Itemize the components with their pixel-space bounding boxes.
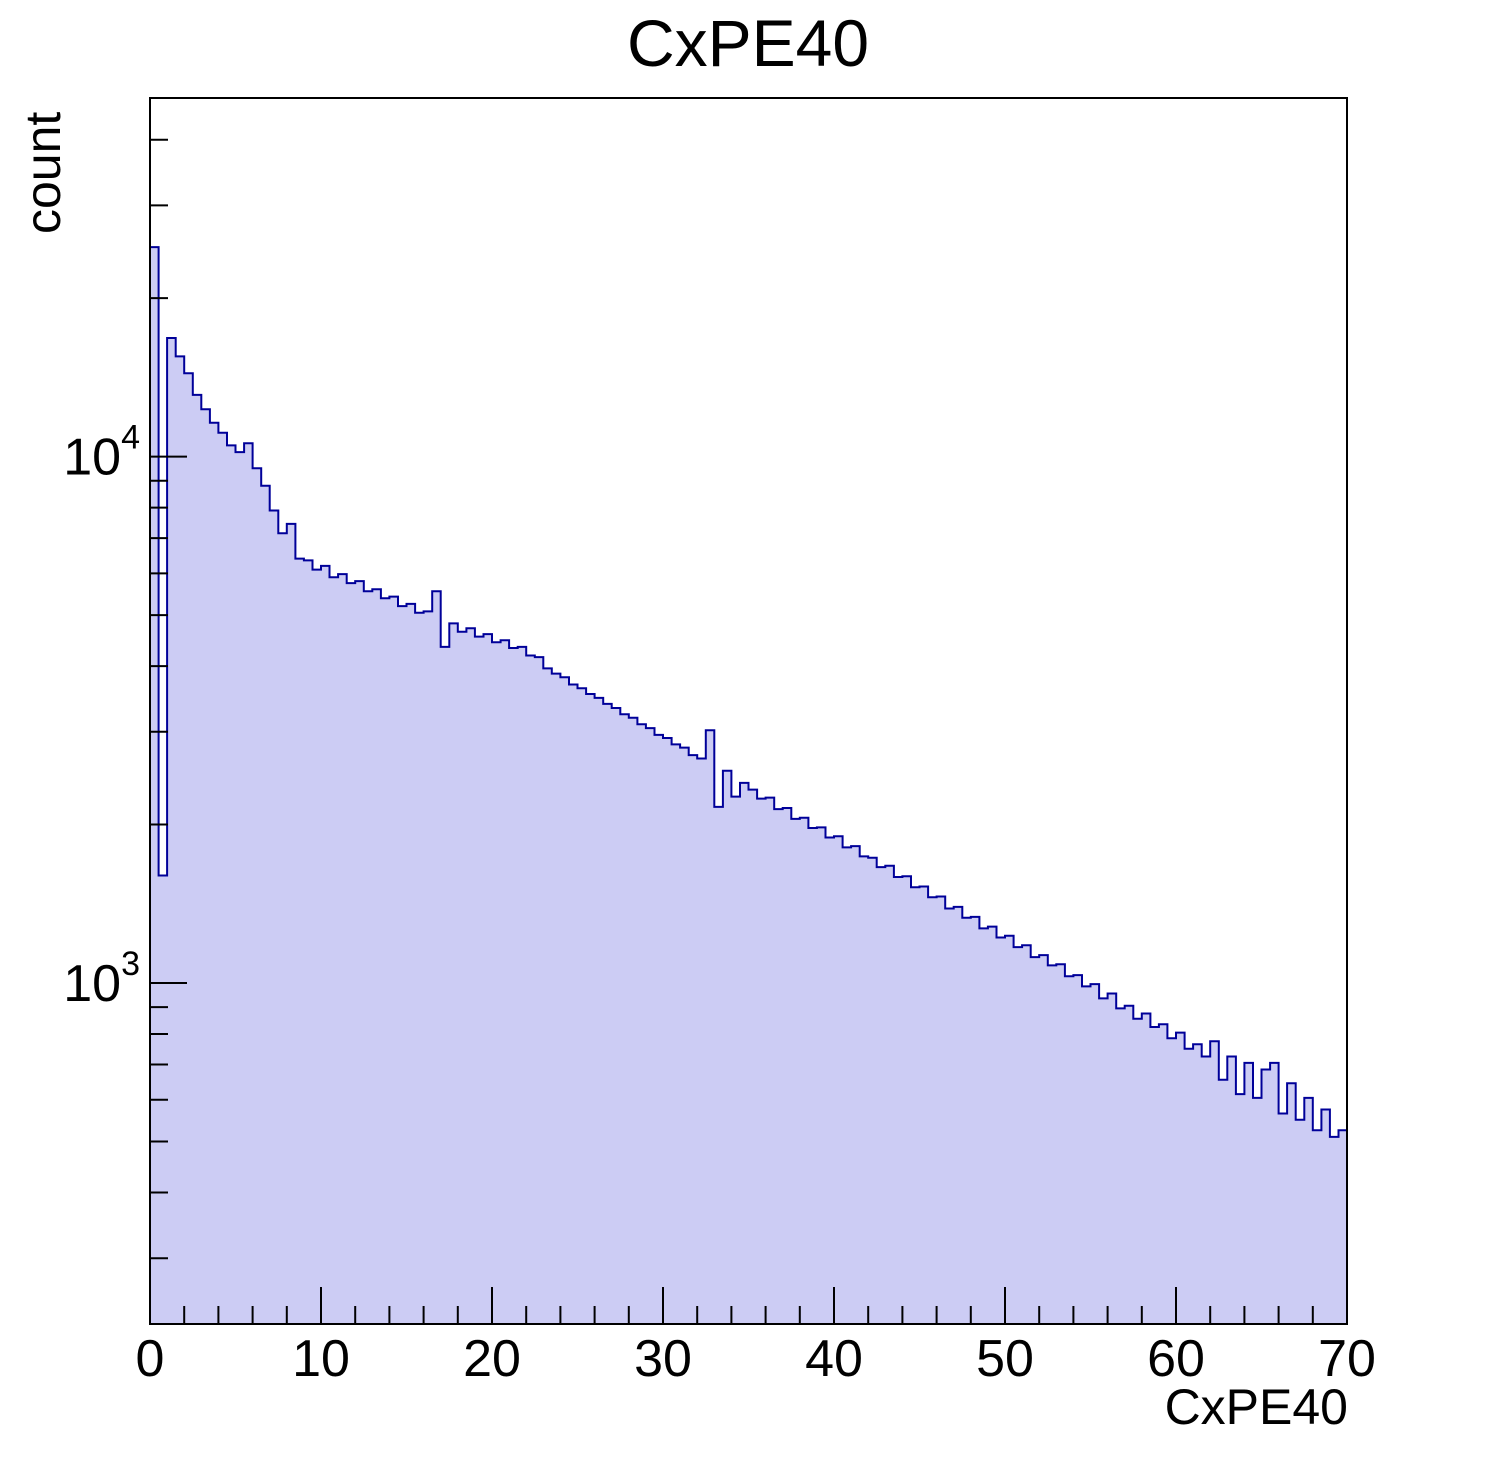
x-tick-label: 50 (976, 1330, 1034, 1388)
histogram-outline (149, 246, 1348, 1324)
x-tick-label: 40 (805, 1330, 863, 1388)
y-tick-label: 104 (63, 419, 140, 487)
x-tick-label: 60 (1147, 1330, 1205, 1388)
x-tick-label: 0 (136, 1330, 165, 1388)
x-tick-label: 20 (463, 1330, 521, 1388)
x-tick-label: 30 (634, 1330, 692, 1388)
plot-frame (149, 97, 1348, 1325)
chart-title: CxPE40 (626, 6, 870, 80)
x-tick-label: 70 (1318, 1330, 1376, 1388)
x-axis-title: CxPE40 (1164, 1379, 1348, 1435)
x-tick-label: 10 (292, 1330, 350, 1388)
y-tick-label: 103 (63, 945, 140, 1013)
